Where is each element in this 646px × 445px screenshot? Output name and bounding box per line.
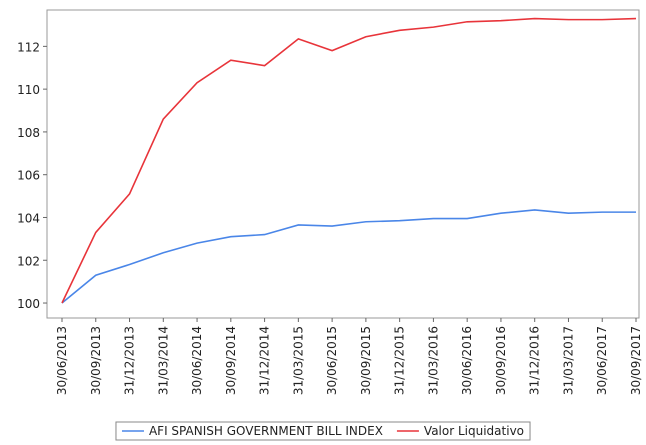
x-tick-label: 31/03/2017	[561, 326, 575, 395]
x-tick-label: 30/06/2016	[460, 326, 474, 395]
plot-area	[46, 9, 640, 319]
x-tick-label: 30/06/2017	[595, 326, 609, 395]
x-tick-label: 30/09/2015	[359, 326, 373, 395]
series-line	[61, 209, 636, 304]
x-tick-label: 31/03/2015	[291, 326, 305, 395]
y-tick-label: 112	[17, 40, 40, 54]
legend: AFI SPANISH GOVERNMENT BILL INDEX Valor L…	[115, 421, 531, 441]
x-tick-label: 30/06/2013	[55, 326, 69, 395]
x-tick-label: 31/03/2016	[426, 326, 440, 395]
x-tick-label: 30/06/2014	[190, 326, 204, 395]
legend-box	[115, 421, 531, 441]
y-tick-label: 104	[17, 211, 40, 225]
y-tick-label: 108	[17, 126, 40, 140]
y-tick-label: 110	[17, 83, 40, 97]
x-tick-label: 31/12/2013	[123, 326, 137, 395]
y-tick-label: 106	[17, 169, 40, 183]
y-tick-label: 102	[17, 254, 40, 268]
y-tick-label: 100	[17, 297, 40, 311]
x-tick-label: 31/12/2015	[393, 326, 407, 395]
x-tick-label: 30/09/2017	[629, 326, 643, 395]
x-tick-label: 30/09/2014	[224, 326, 238, 395]
x-tick-label: 31/03/2014	[156, 326, 170, 395]
x-tick-label: 31/12/2016	[528, 326, 542, 395]
x-tick-label: 30/09/2013	[89, 326, 103, 395]
x-tick-label: 31/12/2014	[258, 326, 272, 395]
legend-label: AFI SPANISH GOVERNMENT BILL INDEX	[149, 424, 383, 438]
legend-label: Valor Liquidativo	[424, 424, 524, 438]
x-tick-label: 30/09/2016	[494, 326, 508, 395]
series-line	[61, 17, 637, 304]
x-tick-label: 30/06/2015	[325, 326, 339, 395]
